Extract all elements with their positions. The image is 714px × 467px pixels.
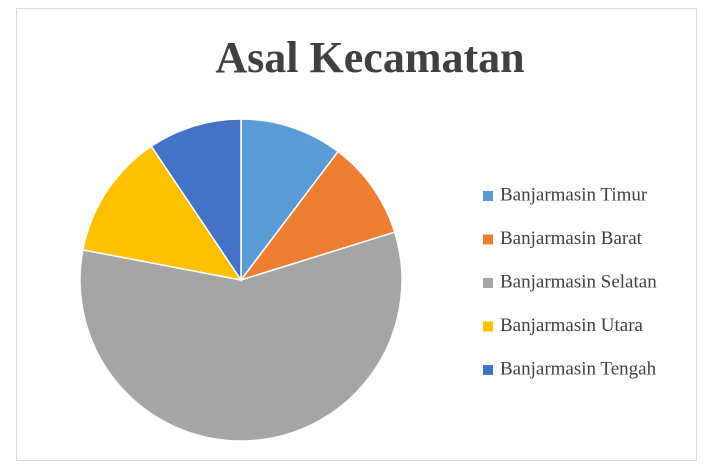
legend-label: Banjarmasin Tengah	[500, 358, 657, 379]
pie-slice	[238, 150, 396, 282]
legend-swatch	[483, 278, 493, 288]
legend-label: Banjarmasin Timur	[500, 184, 648, 205]
legend-swatch	[483, 321, 493, 332]
legend-swatch	[483, 234, 493, 245]
legend-swatch	[483, 365, 493, 375]
chart-title: Asal Kecamatan	[215, 33, 524, 82]
pie-slice	[79, 231, 403, 442]
legend-label: Banjarmasin Selatan	[500, 271, 657, 292]
pie-slice	[240, 118, 340, 283]
legend-swatch	[483, 191, 493, 201]
legend-label: Banjarmasin Utara	[500, 315, 644, 336]
legend-label: Banjarmasin Barat	[500, 228, 643, 249]
pie-slice	[150, 118, 242, 283]
pie-slice	[81, 145, 243, 282]
